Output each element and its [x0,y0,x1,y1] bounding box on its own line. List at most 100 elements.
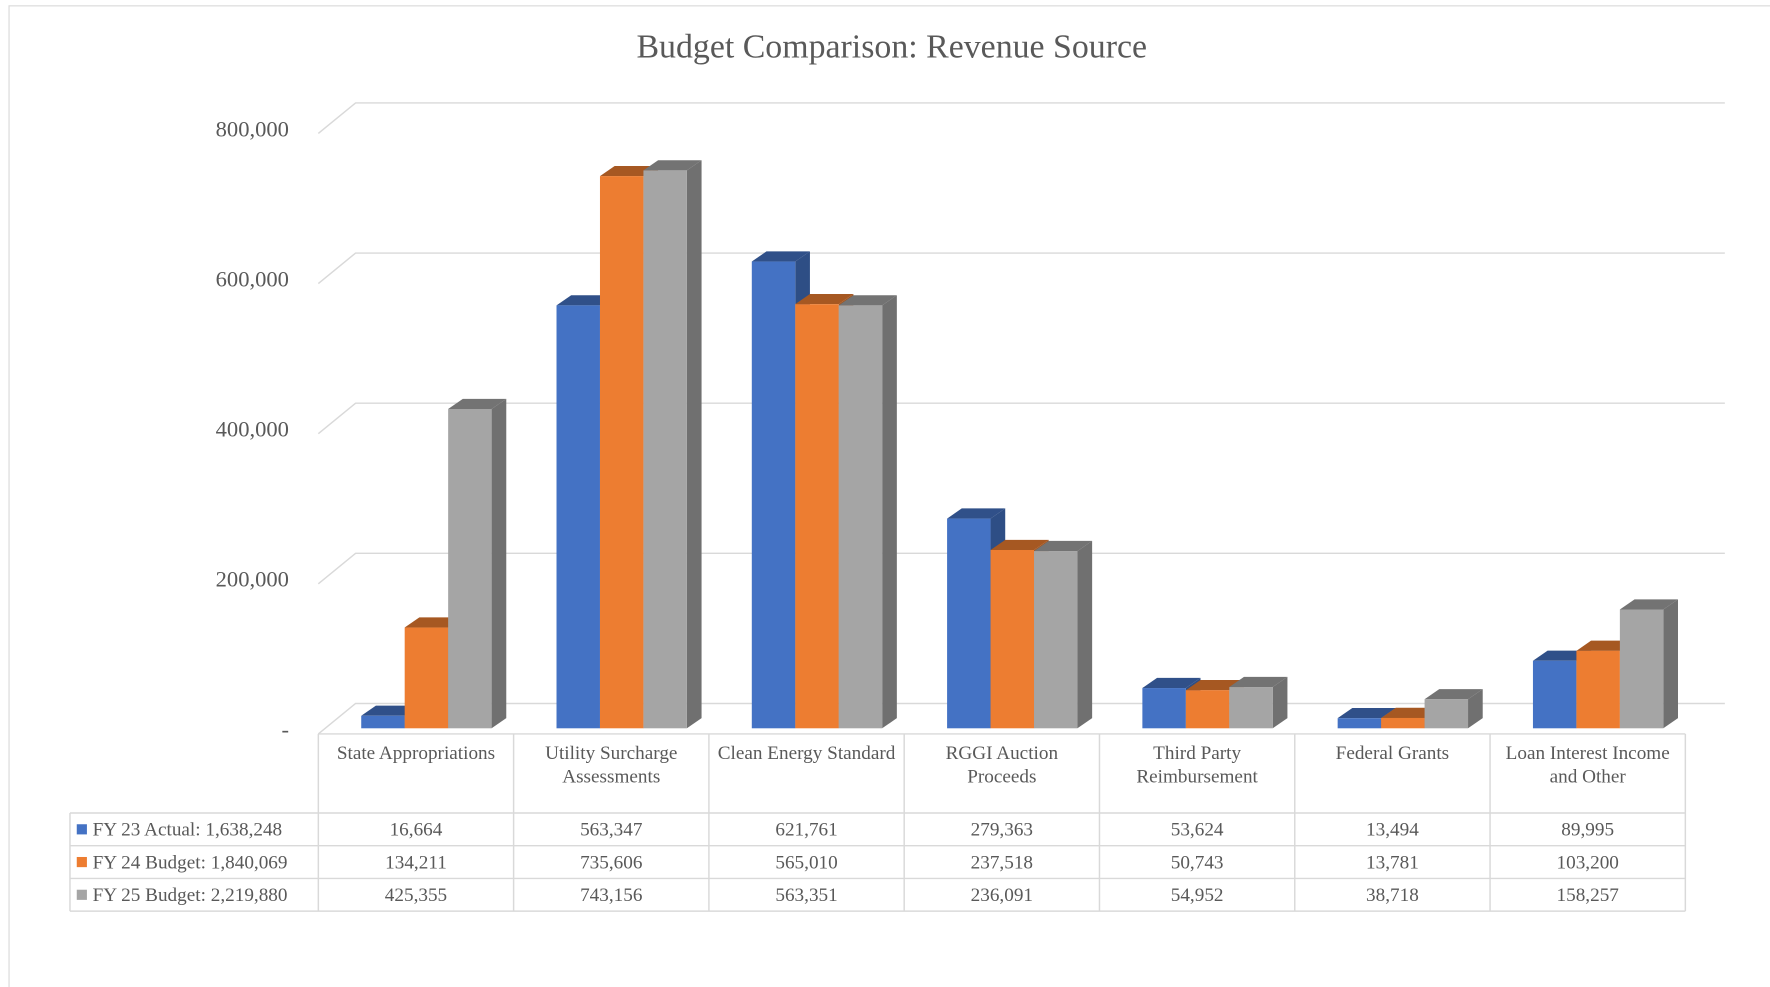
bar [1185,690,1230,729]
data-label-cell: 50,743 [1170,851,1224,873]
category-label-cell: State Appropriations [336,741,496,764]
data-label-cell: 103,200 [1556,851,1619,873]
data-label-cell: 237,518 [971,851,1033,872]
bar [1381,717,1425,729]
bar-top [1142,677,1201,689]
data-label: 103,200 [1556,851,1619,873]
data-label: 279,363 [970,818,1034,841]
bar [643,170,687,729]
bar [404,627,449,729]
data-label: 89,995 [1561,818,1615,841]
y-tick-label: 400,000 [216,417,289,442]
bar-top [838,295,897,306]
data-label: 38,718 [1366,884,1419,906]
data-label-cell: 563,351 [775,884,838,906]
category-label: Utility Surcharge Assessments [545,741,678,787]
bar [1532,660,1577,729]
bar-top [643,160,702,171]
bar [556,305,600,729]
data-label: 743,156 [580,884,643,906]
category-label: Federal Grants [1335,741,1450,764]
y-tick-label: 800,000 [216,116,289,141]
category-label: State Appropriations [336,741,496,764]
bar-top [1619,599,1679,610]
bar [990,549,1035,729]
bar [361,715,405,729]
legend-cell: FY 24 Budget: 1,840,069 [70,846,318,879]
data-label: 563,351 [775,884,838,906]
data-label: 16,664 [389,818,443,841]
legend-swatch [76,889,87,900]
grid-line [317,402,1725,435]
data-label-cell: 735,606 [580,851,643,873]
data-label-cell: 38,718 [1366,884,1419,906]
data-label-cell: 13,494 [1366,818,1419,841]
data-label-cell: 563,347 [580,818,643,841]
bar [1619,609,1664,729]
bar-side [491,398,507,729]
data-label: 621,761 [775,818,838,841]
legend-swatch [76,856,87,868]
bar-side [1468,689,1483,729]
data-label: 236,091 [970,884,1034,906]
data-label: 53,624 [1170,818,1224,841]
data-label: 425,355 [384,884,448,906]
data-label-cell: 279,363 [970,818,1034,841]
category-label: Loan Interest Income and Other [1505,741,1670,787]
grid-line [317,252,1725,285]
data-label-cell: 89,995 [1561,818,1615,841]
bar [751,261,796,729]
bar [1142,688,1186,729]
grid-line [317,552,1725,585]
data-label: 134,211 [385,851,447,873]
bar [838,305,883,729]
bar-top [1424,689,1483,700]
data-label-cell: 236,091 [970,884,1034,906]
data-label: 565,010 [775,851,838,873]
data-label: 54,952 [1170,884,1224,906]
bar [1229,687,1273,729]
bar-top [448,398,507,409]
category-label-cell: Third Party Reimbursement [1136,741,1258,787]
bar-top [990,539,1049,550]
bar [448,408,492,729]
y-tick-label: - [281,717,289,742]
data-label-cell: 54,952 [1170,884,1224,906]
data-label: 735,606 [580,851,643,873]
legend-label: FY 24 Budget: 1,840,069 [92,851,288,873]
bar-top [751,251,810,262]
data-label: 50,743 [1170,851,1224,873]
chart-border [8,5,1770,987]
legend-label: FY 23 Actual: 1,638,248 [92,818,283,841]
category-label: Third Party Reimbursement [1136,741,1258,787]
data-label-cell: 13,781 [1366,851,1419,873]
legend-label: FY 25 Budget: 2,219,880 [92,884,288,906]
bar [599,176,644,729]
data-label: 13,494 [1366,818,1419,841]
bar-top [1034,540,1093,552]
bar-side [1077,540,1093,729]
legend-entry: FY 24 Budget: 1,840,069 [70,846,318,879]
bar [947,518,991,729]
legend-swatch [76,824,87,835]
category-label-cell: Loan Interest Income and Other [1505,741,1670,787]
chart-title: Budget Comparison: Revenue Source [636,29,1147,66]
data-label: 563,347 [580,818,643,841]
bar-side [686,160,702,729]
data-label-cell: 565,010 [775,851,838,873]
category-label-cell: Utility Surcharge Assessments [545,741,678,787]
bar [795,304,839,729]
data-label-cell: 743,156 [580,884,643,906]
bar-side [1663,599,1679,729]
data-label-cell: 134,211 [385,851,447,873]
data-label-cell: 16,664 [389,818,443,841]
bar [1034,551,1078,729]
bar-top [1337,708,1396,719]
bar-side [882,295,897,729]
bar-side [1272,676,1288,729]
data-label: 13,781 [1366,851,1419,873]
bar-top [1229,676,1288,688]
category-label-cell: RGGI Auction Proceeds [946,742,1058,787]
